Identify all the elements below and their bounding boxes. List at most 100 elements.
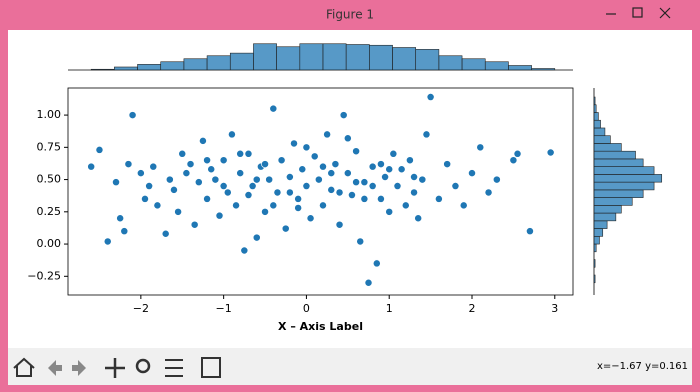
scatter-point xyxy=(170,185,178,194)
histogram-bar xyxy=(253,43,277,71)
histogram-bar xyxy=(392,47,417,71)
scatter-point xyxy=(136,169,145,178)
scatter-point xyxy=(153,201,162,210)
scatter-point xyxy=(401,201,410,210)
scatter-point xyxy=(492,175,501,184)
scatter-point xyxy=(120,227,129,236)
scatter-point xyxy=(281,224,290,233)
histogram-bar xyxy=(137,64,162,71)
scatter-point xyxy=(103,237,112,246)
scatter-point xyxy=(360,178,369,187)
forward-button[interactable] xyxy=(72,360,86,376)
scatter-point xyxy=(141,194,149,203)
scatter-point xyxy=(273,188,282,197)
histogram-bar xyxy=(345,44,370,71)
back-button[interactable] xyxy=(48,360,62,376)
window-controls[interactable] xyxy=(606,7,671,19)
scatter-point xyxy=(294,203,303,212)
scatter-point xyxy=(236,149,245,158)
scatter-point xyxy=(302,143,311,152)
save-button[interactable] xyxy=(201,357,221,378)
scatter-point xyxy=(112,178,120,187)
scatter-point xyxy=(227,130,236,139)
histogram-bar xyxy=(229,52,254,71)
scatter-point xyxy=(468,169,476,178)
scatter-point xyxy=(418,175,427,184)
y-tick-label: 0.50 xyxy=(37,173,62,186)
scatter-point xyxy=(174,207,183,216)
scatter-point xyxy=(182,169,191,178)
scatter-point xyxy=(443,160,452,169)
scatter-point xyxy=(451,182,460,190)
scatter-point xyxy=(298,165,307,174)
histogram-bar xyxy=(160,61,185,71)
x-tick-label: 0 xyxy=(303,302,310,315)
histogram-bar xyxy=(593,135,611,144)
scatter-point xyxy=(319,162,327,171)
y-tick-label: −0.25 xyxy=(27,269,61,282)
home-button[interactable] xyxy=(13,357,35,377)
toolbar-buttons[interactable] xyxy=(13,357,221,378)
histogram-bar xyxy=(593,220,608,229)
scatter-point xyxy=(145,182,154,190)
scatter-point xyxy=(261,160,269,169)
x-axis-label: X – Axis Label xyxy=(278,320,363,333)
configure-button[interactable] xyxy=(165,359,183,377)
maximize-button[interactable] xyxy=(632,7,643,18)
scatter-point xyxy=(368,162,377,171)
histogram-bar xyxy=(369,44,393,71)
scatter-point xyxy=(261,207,269,216)
histogram-bar xyxy=(461,58,486,71)
scatter-point xyxy=(285,173,294,181)
status-text: x=−1.67 y=0.161 xyxy=(597,361,688,372)
y-tick-label: 0.00 xyxy=(37,237,62,250)
scatter-point xyxy=(219,156,228,165)
histogram-bar xyxy=(415,49,440,71)
histogram-bar xyxy=(438,55,463,71)
scatter-point xyxy=(285,188,294,197)
scatter-point xyxy=(198,136,207,145)
scatter-point xyxy=(385,207,394,216)
x-tick-label: 1 xyxy=(386,302,393,315)
scatter-point xyxy=(116,214,125,223)
histogram-bar xyxy=(593,228,604,237)
scatter-point xyxy=(165,175,174,184)
scatter-point xyxy=(290,139,298,148)
scatter-point xyxy=(252,233,261,242)
scatter-point xyxy=(381,173,390,181)
zoom-button[interactable] xyxy=(135,358,151,374)
scatter-point xyxy=(348,191,356,199)
scatter-point xyxy=(236,169,245,178)
close-button[interactable] xyxy=(659,7,671,19)
histogram-bar xyxy=(299,43,324,71)
toolbar xyxy=(8,348,692,385)
scatter-point xyxy=(339,111,348,120)
scatter-point xyxy=(128,111,137,120)
histogram-bar xyxy=(593,112,599,121)
scatter-point xyxy=(343,134,352,143)
scatter-point xyxy=(410,173,418,181)
scatter-point xyxy=(526,227,534,236)
scatter-point xyxy=(364,278,373,287)
scatter-point xyxy=(87,162,96,171)
scatter-point xyxy=(356,237,365,246)
histogram-bar xyxy=(531,68,556,71)
histogram-bar xyxy=(593,274,596,284)
scatter-point xyxy=(343,169,352,178)
scatter-point xyxy=(203,156,212,165)
scatter-point xyxy=(352,178,361,187)
histogram-bar xyxy=(593,189,644,198)
scatter-point xyxy=(190,220,199,229)
scatter-point xyxy=(376,160,385,169)
histogram-bar xyxy=(593,174,663,183)
scatter-point xyxy=(509,156,518,165)
scatter-point xyxy=(335,188,344,197)
histogram-bar xyxy=(593,166,655,175)
scatter-point xyxy=(405,156,414,165)
histogram-bar xyxy=(593,197,633,206)
histogram-bar xyxy=(206,55,231,71)
figure-canvas xyxy=(8,30,692,348)
histogram-bar xyxy=(508,65,532,71)
pan-button[interactable] xyxy=(105,358,125,378)
histogram-bar xyxy=(593,96,596,106)
